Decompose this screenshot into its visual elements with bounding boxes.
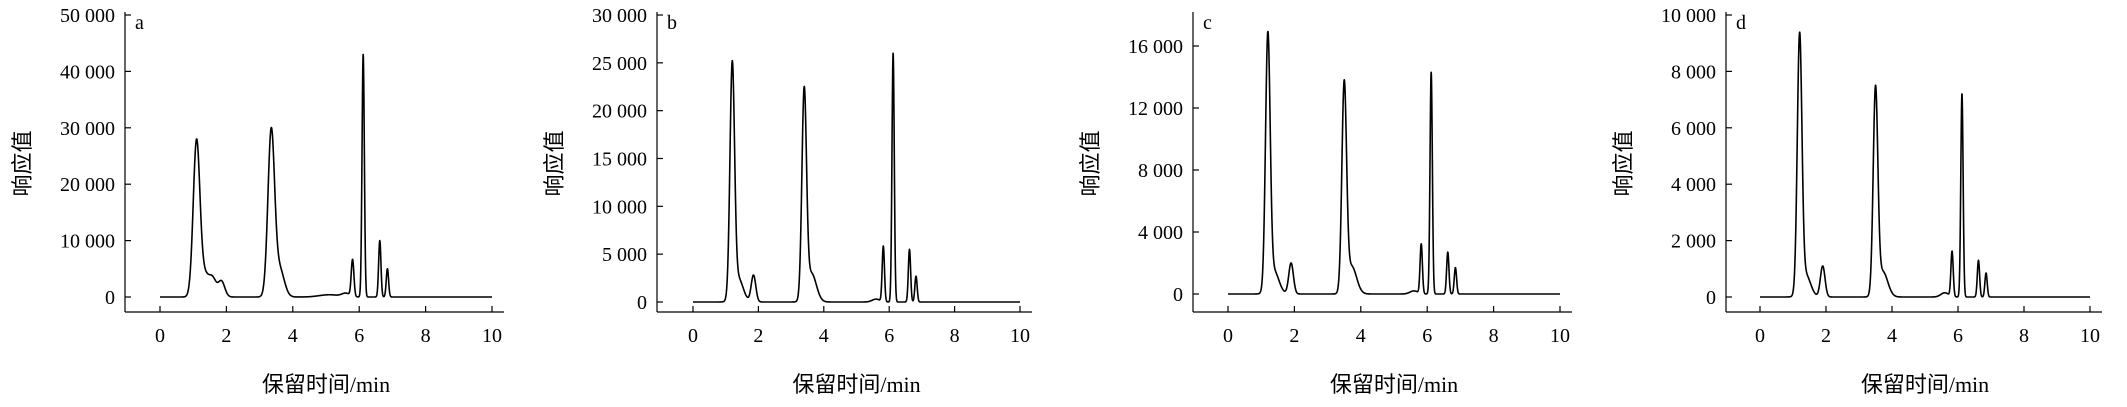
y-axis-title: 响应值 [10, 130, 35, 196]
y-tick-label: 4 000 [1671, 174, 1716, 196]
x-tick-label: 0 [688, 325, 698, 347]
x-axis-title: 保留时间/min [1861, 372, 1989, 397]
x-tick-label: 6 [1953, 325, 1963, 347]
x-tick-label: 4 [1887, 325, 1897, 347]
x-tick-label: 4 [1356, 325, 1366, 347]
x-tick-label: 8 [2019, 325, 2029, 347]
x-tick-label: 10 [482, 325, 502, 347]
x-axis-title: 保留时间/min [1330, 372, 1458, 397]
y-tick-label: 6 000 [1671, 118, 1716, 140]
panel-label: b [667, 12, 677, 34]
chart-panel-b: 0 5 000 10 000 15 000 20 000 25 000 30 000 0 2 4 6… [542, 5, 1032, 397]
chromatogram-trace [1759, 31, 2091, 298]
x-tick-label: 0 [1223, 325, 1233, 347]
panel-label: a [135, 12, 144, 34]
x-axis-title: 保留时间/min [792, 372, 920, 397]
y-tick-label: 15 000 [592, 149, 647, 171]
y-axis-title: 响应值 [1611, 130, 1636, 196]
chromatogram-trace [692, 52, 1021, 303]
x-tick-label: 8 [421, 325, 431, 347]
y-tick-label: 5 000 [602, 244, 647, 266]
x-tick-label: 10 [2080, 325, 2100, 347]
y-tick-label: 25 000 [592, 53, 647, 75]
y-tick-label: 20 000 [60, 174, 115, 196]
y-tick-label: 10 000 [60, 231, 115, 253]
x-tick-label: 2 [1289, 325, 1299, 347]
x-tick-label: 2 [1821, 325, 1831, 347]
x-tick-label: 2 [753, 325, 763, 347]
x-axis-title: 保留时间/min [262, 372, 390, 397]
y-tick-label: 16 000 [1128, 36, 1183, 58]
x-tick-label: 10 [1010, 325, 1030, 347]
x-tick-label: 10 [1550, 325, 1570, 347]
y-tick-label: 0 [1173, 284, 1183, 306]
y-tick-label: 0 [1706, 287, 1716, 309]
y-tick-label: 10 000 [1661, 5, 1716, 27]
x-tick-label: 6 [1422, 325, 1432, 347]
y-tick-label: 50 000 [60, 5, 115, 27]
x-tick-label: 0 [1755, 325, 1765, 347]
y-axis-title: 响应值 [542, 130, 567, 196]
panel-label: c [1203, 12, 1212, 34]
y-tick-label: 8 000 [1671, 61, 1716, 83]
y-tick-label: 20 000 [592, 101, 647, 123]
y-tick-label: 30 000 [60, 118, 115, 140]
x-tick-label: 8 [950, 325, 960, 347]
x-tick-label: 0 [155, 325, 165, 347]
panel-label: d [1736, 12, 1746, 34]
x-tick-label: 6 [354, 325, 364, 347]
x-tick-label: 6 [884, 325, 894, 347]
x-tick-label: 8 [1489, 325, 1499, 347]
chromatogram-trace [159, 53, 493, 298]
chart-panel-a: 0 10 000 20 000 30 000 40 000 50 000 0 2 4 6 8 10 保留… [10, 5, 504, 397]
y-tick-label: 12 000 [1128, 98, 1183, 120]
x-tick-label: 4 [288, 325, 298, 347]
y-tick-label: 0 [637, 292, 647, 314]
y-tick-label: 4 000 [1138, 222, 1183, 244]
y-tick-label: 30 000 [592, 5, 647, 27]
y-axis-title: 响应值 [1078, 130, 1103, 196]
y-tick-label: 40 000 [60, 61, 115, 83]
x-tick-label: 4 [819, 325, 829, 347]
x-tick-label: 2 [221, 325, 231, 347]
chromatogram-trace [1227, 30, 1561, 295]
y-tick-label: 8 000 [1138, 160, 1183, 182]
y-tick-label: 0 [105, 287, 115, 309]
chart-panel-c: 0 4 000 8 000 12 000 16 000 0 2 4 6 8 10 保留时间/min 响应… [1078, 12, 1572, 397]
y-tick-label: 10 000 [592, 196, 647, 218]
y-tick-label: 2 000 [1671, 231, 1716, 253]
chart-panel-d: 0 2 000 4 000 6 000 8 000 10 000 0 2 4 6 8 10 保留时间/m… [1611, 5, 2102, 397]
